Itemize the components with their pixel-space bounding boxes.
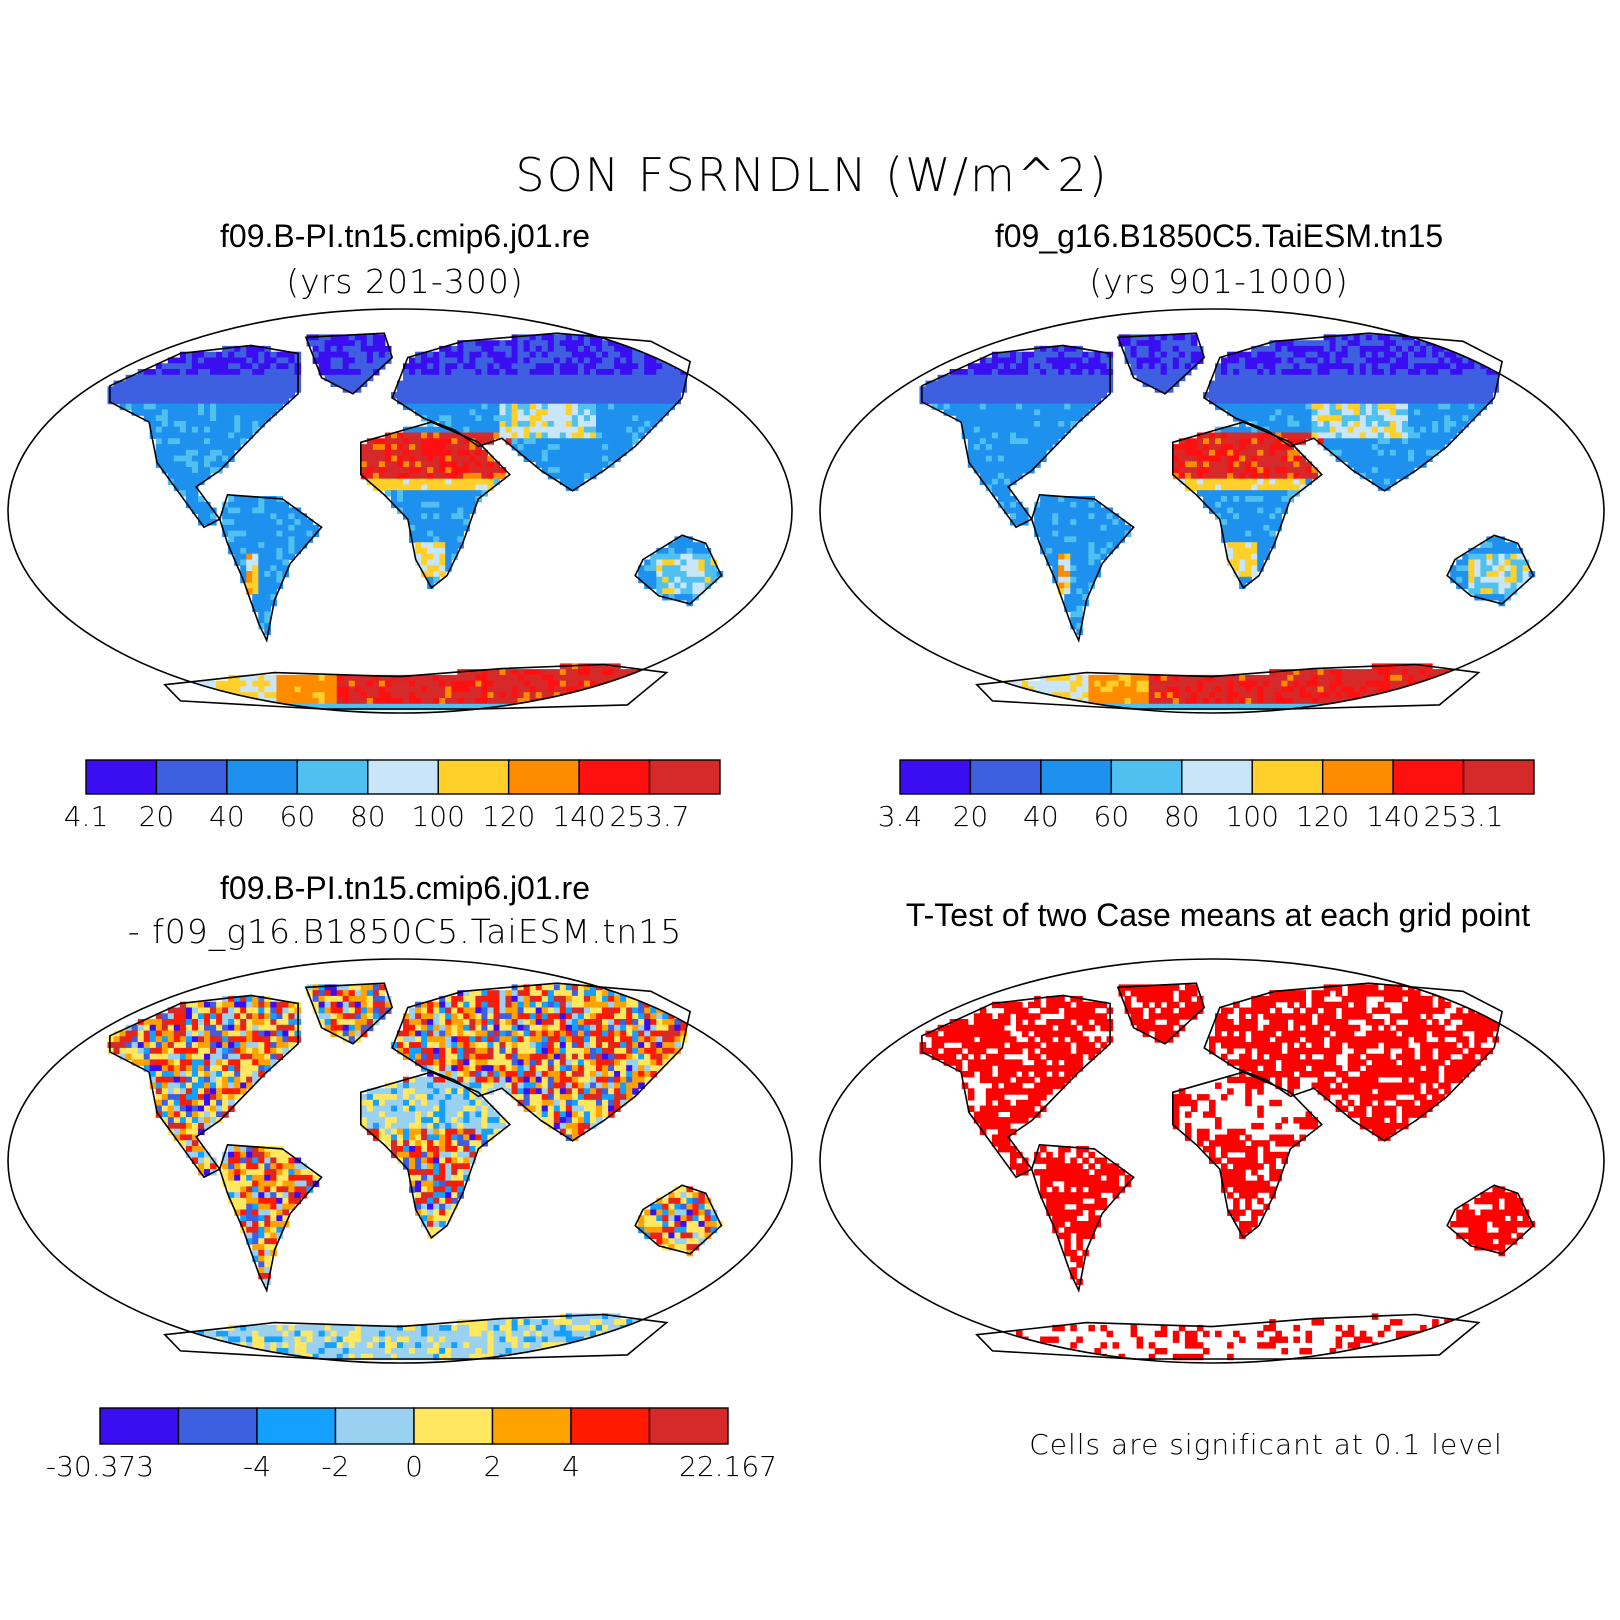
colorbar-box — [1321, 759, 1394, 795]
colorbar-tick-label: 120 — [1295, 800, 1350, 833]
colorbar-box — [296, 759, 369, 795]
case1-subtitle: (yrs 201-300) — [286, 262, 524, 301]
colorbar-tick-label: 4 — [562, 1450, 580, 1483]
case2-subtitle: (yrs 901-1000) — [1089, 262, 1349, 301]
colorbar-box — [1462, 759, 1535, 795]
case1-title: f09.B-PI.tn15.cmip6.j01.re — [220, 218, 590, 254]
colorbar-box — [648, 1407, 729, 1445]
map-panel-diff — [7, 958, 793, 1364]
ttest-title: T-Test of two Case means at each grid po… — [905, 897, 1531, 933]
colorbar-case2 — [899, 759, 1535, 795]
colorbar-box — [969, 759, 1042, 795]
colorbar-tick-label: 253.1 — [1423, 800, 1504, 833]
colorbar-box — [507, 759, 580, 795]
colorbar-box — [1251, 759, 1324, 795]
colorbar-box — [578, 759, 651, 795]
colorbar-tick-label: 60 — [1093, 800, 1130, 833]
colorbar-tick-label: 120 — [481, 800, 536, 833]
colorbar-tick-label: -30.373 — [45, 1450, 155, 1483]
colorbar-box — [491, 1407, 572, 1445]
colorbar-tick-label: 100 — [1225, 800, 1279, 833]
colorbar-tick-label: 60 — [279, 800, 316, 833]
colorbar-box — [99, 1407, 180, 1445]
figure-title: SON FSRNDLN (W/m^2) — [515, 148, 1109, 202]
colorbar-tick-label: 140 — [552, 800, 606, 833]
ttest-note: Cells are significant at 0.1 level — [1029, 1428, 1503, 1461]
map-panel-case1 — [7, 308, 793, 714]
colorbar-box — [437, 759, 510, 795]
colorbar-tick-label: 3.4 — [877, 800, 923, 833]
colorbar-box — [648, 759, 721, 795]
colorbar-case1 — [85, 759, 721, 795]
colorbar-tick-label: 20 — [952, 800, 989, 833]
colorbar-tick-label: 140 — [1366, 800, 1420, 833]
colorbar-tick-label: 80 — [349, 800, 386, 833]
colorbar-box — [899, 759, 972, 795]
colorbar-box — [177, 1407, 258, 1445]
colorbar-tick-label: -2 — [321, 1450, 350, 1483]
colorbar-box — [226, 759, 299, 795]
map-panel-ttest — [819, 958, 1605, 1364]
map-panel-case2 — [819, 308, 1605, 714]
colorbar-tick-label: 253.7 — [609, 800, 690, 833]
colorbar-tick-label: 20 — [138, 800, 175, 833]
colorbar-tick-label: 4.1 — [63, 800, 109, 833]
colorbar-box — [334, 1407, 415, 1445]
diff-title: f09.B-PI.tn15.cmip6.j01.re — [220, 870, 590, 906]
colorbar-tick-label: -4 — [243, 1450, 271, 1483]
diff-subtitle: - f09_g16.B1850C5.TaiESM.tn15 — [127, 912, 683, 951]
colorbar-box — [85, 759, 158, 795]
colorbar-box — [1181, 759, 1253, 795]
colorbar-box — [367, 759, 439, 795]
case2-title: f09_g16.B1850C5.TaiESM.tn15 — [994, 218, 1444, 254]
colorbar-box — [155, 759, 228, 795]
colorbar-tick-label: 100 — [411, 800, 465, 833]
colorbar-box — [413, 1407, 494, 1445]
colorbar-box — [570, 1407, 651, 1445]
colorbar-box — [256, 1407, 337, 1445]
colorbar-tick-label: 40 — [209, 800, 245, 833]
colorbar-tick-label: 80 — [1163, 800, 1200, 833]
colorbar-box — [1392, 759, 1465, 795]
colorbar-tick-label: 40 — [1023, 800, 1059, 833]
colorbar-tick-label: 0 — [405, 1450, 423, 1483]
colorbar-tick-label: 2 — [483, 1450, 502, 1483]
colorbar-box — [1110, 759, 1183, 795]
colorbar-tick-label: 22.167 — [679, 1450, 777, 1483]
colorbar-diff — [99, 1407, 729, 1445]
colorbar-box — [1040, 759, 1113, 795]
